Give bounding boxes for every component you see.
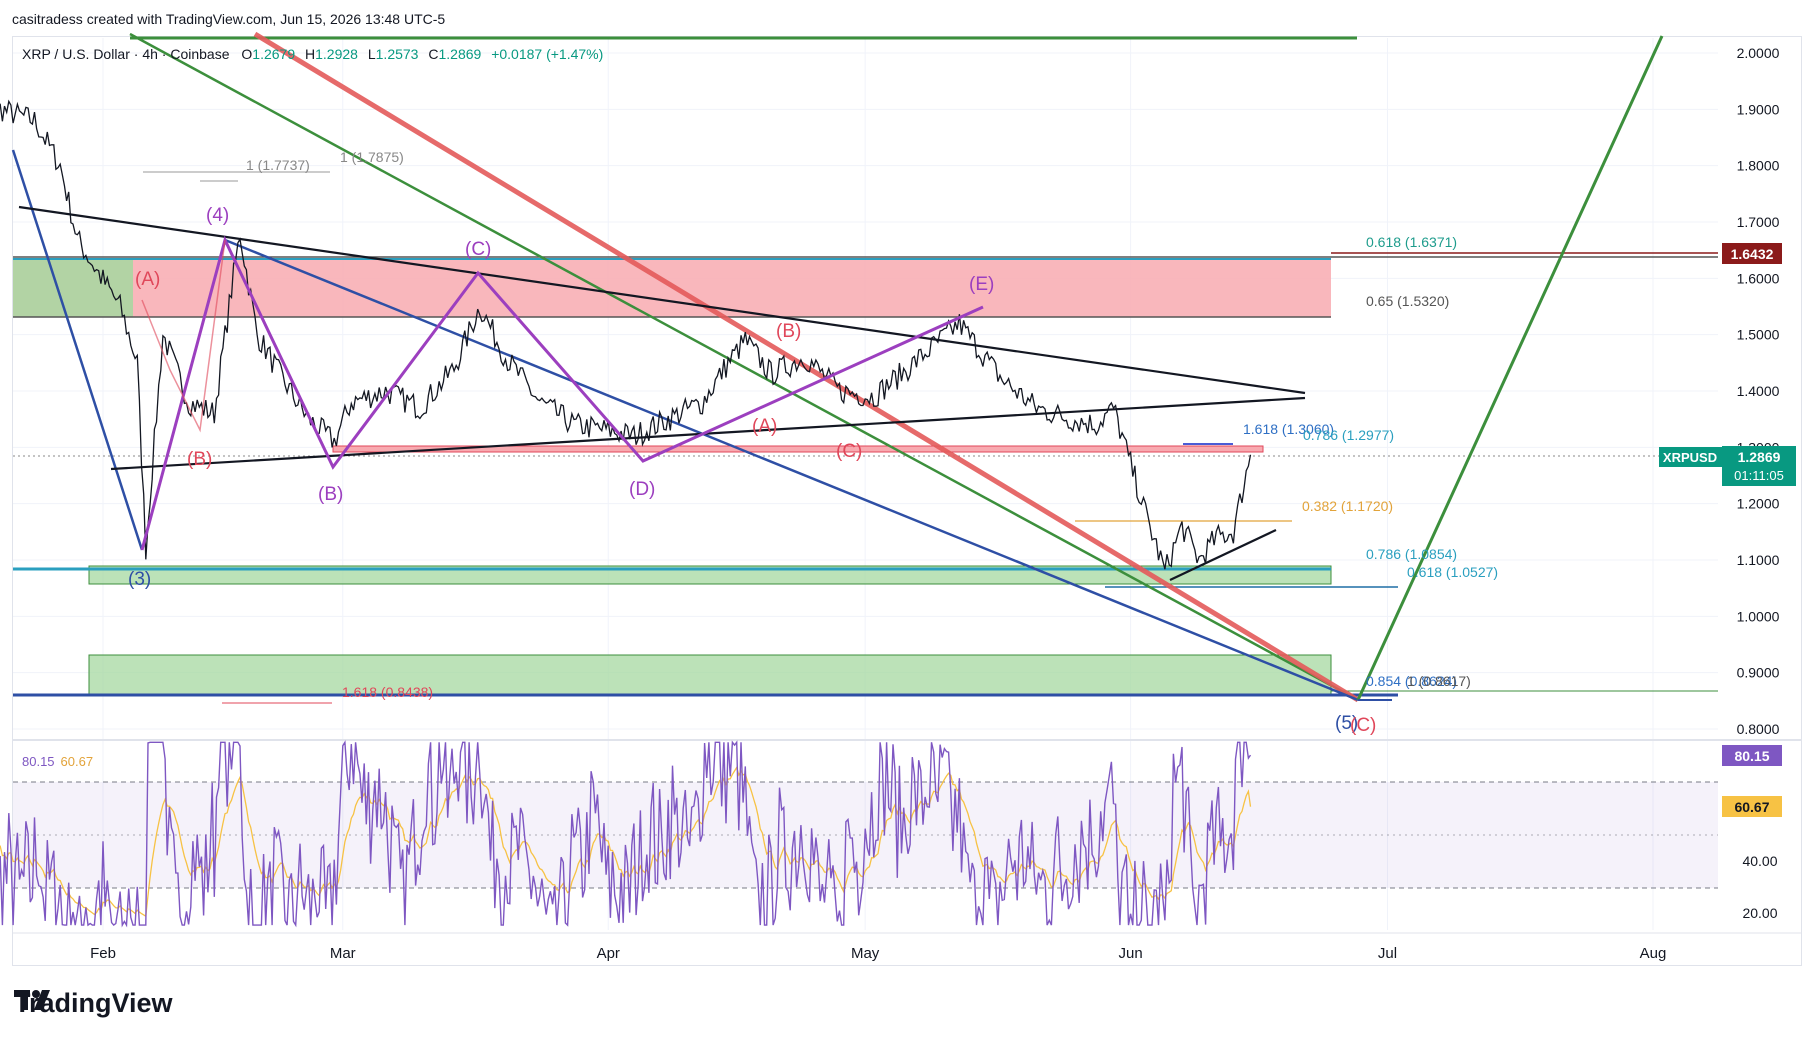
svg-text:1.6432: 1.6432 xyxy=(1731,246,1774,262)
wave-purple-zigzag xyxy=(140,235,984,551)
wave-label-C-purple: (C) xyxy=(465,239,491,260)
tradingview-logo-icon xyxy=(14,990,50,1010)
fib-label-0.786-1.2977: 0.786 (1.2977) xyxy=(1303,427,1394,443)
wave-label-C-red-mid: (C) xyxy=(836,441,862,462)
fib-label-0.786-1.0854: 0.786 (1.0854) xyxy=(1366,546,1457,562)
fib-label-0.65-1.5320: 0.65 (1.5320) xyxy=(1366,293,1449,309)
rsi-value-tag: 80.15 xyxy=(1722,745,1782,766)
trend-blue-left xyxy=(11,149,144,551)
trend-red-thick xyxy=(253,31,1360,703)
symbol-name: XRP / U.S. Dollar · 4h · Coinbase xyxy=(22,46,230,62)
svg-text:XRP / U.S. Dollar · 4h · Coinb: XRP / U.S. Dollar · 4h · Coinbase O1.267… xyxy=(22,46,603,62)
price-grid xyxy=(13,38,1718,930)
current-price-tag: 1.2869 01:11:05 xyxy=(1722,446,1796,486)
rsi-ma-tag: 60.67 xyxy=(1722,796,1782,817)
price-axis-label: 1.1000 xyxy=(1737,552,1780,568)
trend-blue-lower xyxy=(224,238,1359,702)
price-axis-label: 1.0000 xyxy=(1737,608,1780,624)
time-axis-label: Jul xyxy=(1378,945,1397,962)
price-axis-label: 1.9000 xyxy=(1737,101,1780,117)
wave-label-B-red-left: (B) xyxy=(187,449,212,470)
price-series xyxy=(0,99,1252,570)
wave-label-5: (5) xyxy=(1335,713,1358,734)
svg-text:1.2869: 1.2869 xyxy=(1738,449,1781,465)
fib-label-1-0.8617: 1 (0.8617) xyxy=(1407,673,1471,689)
time-axis-label: Feb xyxy=(90,945,116,962)
fib-label-0.854-0.8624: 0.854 (0.8624) xyxy=(1366,673,1457,689)
fib-label-0.382-1.1720: 0.382 (1.1720) xyxy=(1302,498,1393,514)
rsi-series xyxy=(0,740,1252,928)
wave-label-B-purple: (B) xyxy=(318,484,343,505)
rsi-legend: 80.15 60.67 xyxy=(22,754,93,769)
rsi-axis-20: 20.00 xyxy=(1742,905,1777,921)
price-axis-label: 0.8000 xyxy=(1737,721,1780,737)
support-zone-lower xyxy=(88,654,1332,696)
svg-text:01:11:05: 01:11:05 xyxy=(1734,468,1784,483)
fib-label-0.618-1.0527: 0.618 (1.0527) xyxy=(1407,564,1498,580)
price-axis-label: 1.8000 xyxy=(1737,158,1780,174)
triangle-lower xyxy=(110,396,1306,471)
svg-text:XRPUSD: XRPUSD xyxy=(1663,450,1717,465)
time-axis-label: Aug xyxy=(1640,945,1667,962)
resistance-tag: 1.6432 xyxy=(1722,243,1782,264)
rsi-ma-series xyxy=(0,765,1252,918)
triangle-upper xyxy=(18,205,1306,395)
price-axis-label: 2.0000 xyxy=(1737,45,1780,61)
svg-text:80.15: 80.15 xyxy=(1734,748,1769,764)
price-axis-label: 1.5000 xyxy=(1737,327,1780,343)
wave-label-3: (3) xyxy=(128,569,151,590)
price-axis-label: 1.2000 xyxy=(1737,496,1780,512)
svg-text:60.67: 60.67 xyxy=(1734,799,1769,815)
fib-label-1-1.7737: 1 (1.7737) xyxy=(246,157,310,173)
price-axis: 2.0000 1.9000 1.8000 1.7000 1.6000 1.5000 1.40… xyxy=(1737,45,1780,737)
small-support-line xyxy=(1169,529,1277,581)
wave-label-D-purple: (D) xyxy=(629,479,655,500)
fib-label-1-1.7875: 1 (1.7875) xyxy=(340,149,404,165)
trend-green-upper xyxy=(129,32,1359,702)
fib-label-1.618-1.3060: 1.618 (1.3060) xyxy=(1243,421,1334,437)
symbol-tag: XRPUSD xyxy=(1659,447,1722,467)
left-green-zone xyxy=(13,258,133,317)
wave-red-zigzag xyxy=(141,239,226,433)
time-axis: Feb Mar Apr May Jun Jul Aug xyxy=(90,945,1666,962)
wave-label-E-purple: (E) xyxy=(969,274,994,295)
level-1.2977-box xyxy=(332,445,1264,453)
price-axis-label: 1.6000 xyxy=(1737,270,1780,286)
wave-label-C-red-end: (C) xyxy=(1350,715,1376,736)
wave-label-A-red: (A) xyxy=(135,269,160,290)
time-axis-label: Apr xyxy=(597,945,620,962)
wave-label-B-red-mid: (B) xyxy=(776,321,801,342)
price-axis-label: 1.4000 xyxy=(1737,383,1780,399)
time-axis-label: Mar xyxy=(330,945,356,962)
wave-label-4: (4) xyxy=(206,205,229,226)
tradingview-logo[interactable]: TradingView xyxy=(14,988,173,1019)
price-axis-label: 0.9000 xyxy=(1737,665,1780,681)
green-projection xyxy=(1356,35,1664,701)
symbol-legend: XRP / U.S. Dollar · 4h · Coinbase O1.267… xyxy=(22,46,603,62)
fib-label-0.618-1.6371: 0.618 (1.6371) xyxy=(1366,234,1457,250)
price-axis-label: 1.7000 xyxy=(1737,214,1780,230)
wave-label-A-red-mid: (A) xyxy=(752,416,777,437)
rsi-axis-40: 40.00 xyxy=(1742,853,1777,869)
time-axis-label: May xyxy=(851,945,880,962)
chart-credit: casitradess created with TradingView.com… xyxy=(12,11,446,27)
time-axis-label: Jun xyxy=(1119,945,1143,962)
fib-label-1.618-0.8438: 1.618 (0.8438) xyxy=(342,684,433,700)
